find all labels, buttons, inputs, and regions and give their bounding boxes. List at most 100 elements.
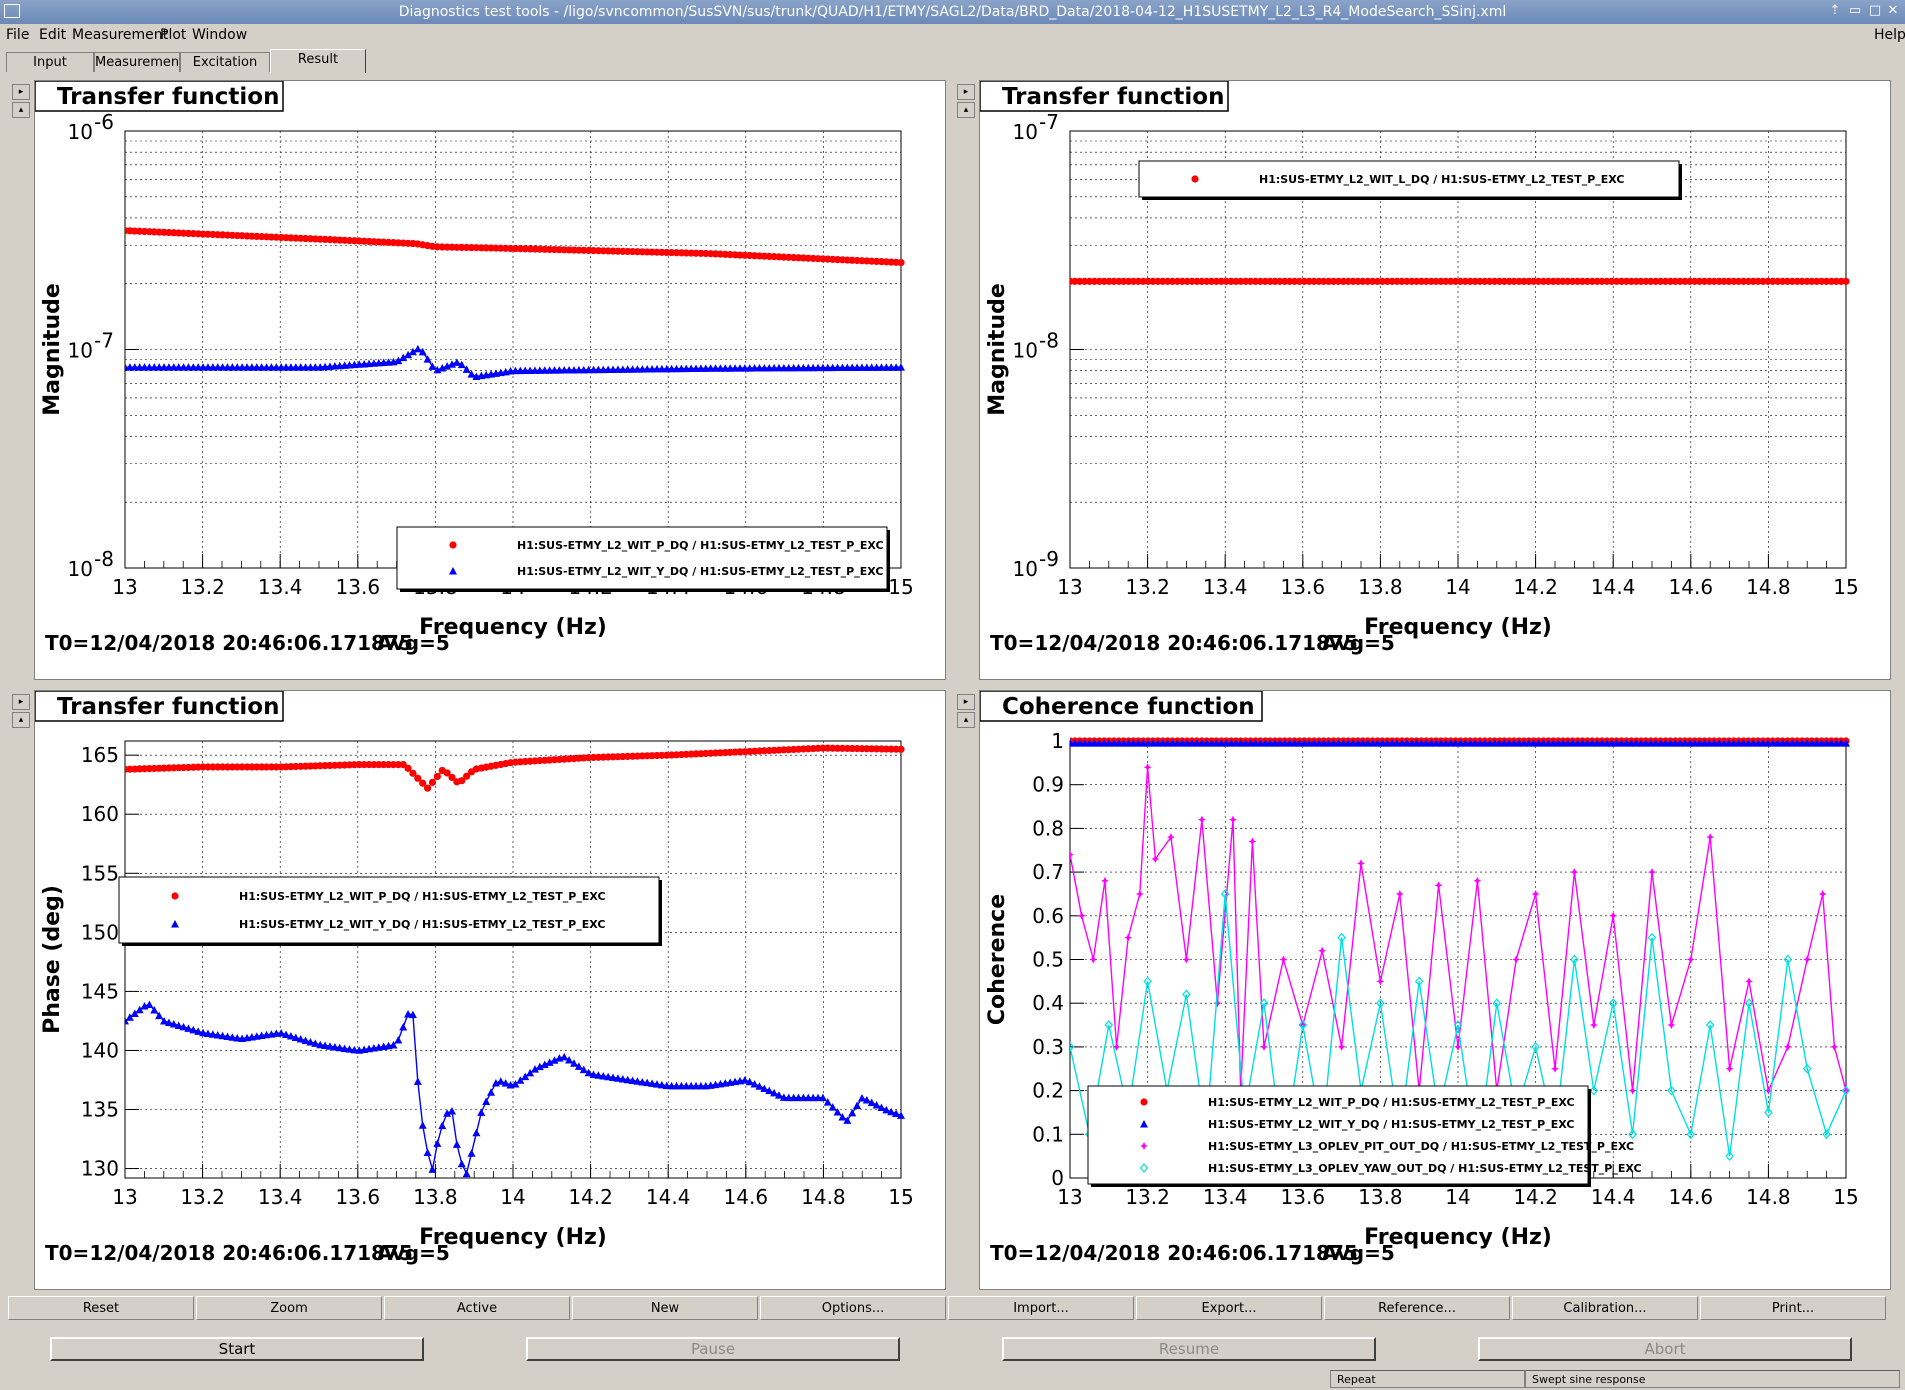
abort-button[interactable]: Abort [1478, 1337, 1852, 1361]
pad-next-arrow-icon[interactable]: ▸ [957, 694, 975, 710]
pad-next-arrow-icon[interactable]: ▸ [12, 84, 30, 100]
pad-nav-buttons: ▸ ▴ [957, 84, 975, 120]
legend-label: H1:SUS-ETMY_L2_WIT_L_DQ / H1:SUS-ETMY_L2… [1259, 173, 1624, 186]
menu-window[interactable]: Window [192, 27, 248, 43]
menu-file[interactable]: File [6, 27, 30, 43]
data-point [1551, 1064, 1559, 1073]
series-1 [125, 744, 905, 792]
legend-marker [1140, 1142, 1148, 1150]
pad-up-arrow-icon[interactable]: ▴ [12, 712, 30, 728]
menu-plot[interactable]: Plot [160, 27, 187, 43]
legend-label: H1:SUS-ETMY_L2_WIT_Y_DQ / H1:SUS-ETMY_L2… [517, 565, 883, 578]
options-button[interactable]: Options... [760, 1296, 946, 1320]
pad-up-arrow-icon[interactable]: ▴ [957, 712, 975, 728]
series-3 [1070, 763, 1850, 1095]
data-point [897, 745, 905, 753]
data-point [316, 1040, 325, 1049]
data-point [189, 1025, 198, 1034]
y-tick-label: 160 [81, 802, 119, 826]
start-button[interactable]: Start [50, 1337, 424, 1361]
data-point [199, 1028, 208, 1037]
data-point [404, 350, 413, 359]
status-repeat: Repeat [1330, 1370, 1525, 1388]
data-point [550, 1056, 559, 1064]
plot-title: Transfer function [57, 694, 280, 720]
data-point [1705, 1020, 1715, 1030]
y-tick-label: 0.7 [1032, 860, 1064, 884]
tab-input[interactable]: Input [6, 52, 94, 72]
data-point [540, 1060, 549, 1068]
minimize-icon[interactable]: ▭ [1848, 3, 1862, 18]
data-point [1803, 955, 1812, 964]
import-button[interactable]: Import... [948, 1296, 1134, 1320]
data-point [1531, 889, 1540, 898]
data-point [1089, 955, 1098, 964]
info-t0: T0=12/04/2018 20:46:06.171875 [990, 1241, 1358, 1265]
data-point [535, 1062, 544, 1071]
data-point [1166, 833, 1175, 842]
data-point [613, 1074, 622, 1082]
data-point [892, 1109, 901, 1118]
tab-excitation[interactable]: Excitation [180, 52, 270, 72]
pad-next-arrow-icon[interactable]: ▸ [12, 694, 30, 710]
pad-up-arrow-icon[interactable]: ▴ [12, 102, 30, 118]
window-title: Diagnostics test tools - /ligo/svncommon… [398, 4, 1507, 20]
window-titlebar: Diagnostics test tools - /ligo/svncommon… [0, 0, 1905, 24]
x-axis-label: Frequency (Hz) [1364, 1225, 1552, 1250]
pad-next-arrow-icon[interactable]: ▸ [957, 84, 975, 100]
plot-canvas[interactable]: Transfer function1313.213.413.613.81414.… [34, 80, 946, 680]
data-point [1667, 1085, 1676, 1096]
print-button[interactable]: Print... [1700, 1296, 1886, 1320]
x-tick-label: 14.6 [1669, 1185, 1714, 1209]
tab-bar: Input Measurement Excitation Result [0, 48, 1905, 74]
data-point [872, 1100, 881, 1109]
resume-button[interactable]: Resume [1002, 1337, 1376, 1361]
window-menu-icon[interactable] [4, 4, 20, 18]
x-tick-label: 14.8 [801, 1185, 846, 1209]
data-point [203, 1029, 212, 1038]
series-2 [1070, 739, 1850, 747]
data-point [408, 347, 417, 356]
pad-up-arrow-icon[interactable]: ▴ [957, 102, 975, 118]
close-icon[interactable]: ✕ [1887, 3, 1899, 18]
info-t0: T0=12/04/2018 20:46:06.171875 [990, 631, 1358, 655]
data-point [1725, 1151, 1734, 1162]
data-point [208, 1030, 217, 1038]
data-point [1279, 955, 1288, 964]
plot-panel-bottom-left: ▸ ▴ Transfer function 13 13.2 13.4 13.6 13.8 14 1… [0, 682, 950, 1290]
export-button[interactable]: Export... [1136, 1296, 1322, 1320]
tab-result[interactable]: Result [270, 49, 366, 73]
menu-edit[interactable]: Edit [39, 27, 67, 43]
restore-icon[interactable]: ⇡ [1829, 3, 1841, 18]
menu-help[interactable]: Help [1874, 27, 1905, 43]
tab-measurement[interactable]: Measurement [94, 52, 184, 72]
x-tick-label: 13.6 [1281, 1185, 1326, 1209]
control-bar: Start Pause Resume Abort [0, 1335, 1905, 1365]
x-tick-label: 13 [112, 575, 137, 599]
data-point [1135, 889, 1144, 898]
active-button[interactable]: Active [384, 1296, 570, 1320]
data-point [1112, 1042, 1121, 1051]
data-point [306, 1037, 315, 1046]
menu-measurement[interactable]: Measurement [72, 27, 169, 43]
data-point [1842, 1086, 1850, 1095]
data-point [457, 1159, 466, 1168]
data-point [1818, 889, 1827, 898]
pause-button[interactable]: Pause [526, 1337, 900, 1361]
data-point [1706, 833, 1715, 842]
x-tick-label: 15 [1833, 1185, 1858, 1209]
calibration-button[interactable]: Calibration... [1512, 1296, 1698, 1320]
data-point [1070, 850, 1074, 859]
new-button[interactable]: New [572, 1296, 758, 1320]
maximize-icon[interactable]: □ [1868, 3, 1882, 18]
y-axis-label: Coherence [985, 894, 1010, 1025]
data-point [823, 1098, 832, 1106]
plot-canvas[interactable]: Coherence function 13 13.2 13.4 13.6 13.8 14 14… [979, 690, 1891, 1290]
zoom-button[interactable]: Zoom [196, 1296, 382, 1320]
reference-button[interactable]: Reference... [1324, 1296, 1510, 1320]
status-bar: Repeat Swept sine response [0, 1368, 1905, 1390]
legend-label: H1:SUS-ETMY_L3_OPLEV_PIT_OUT_DQ / H1:SUS… [1208, 1140, 1634, 1153]
reset-button[interactable]: Reset [8, 1296, 194, 1320]
